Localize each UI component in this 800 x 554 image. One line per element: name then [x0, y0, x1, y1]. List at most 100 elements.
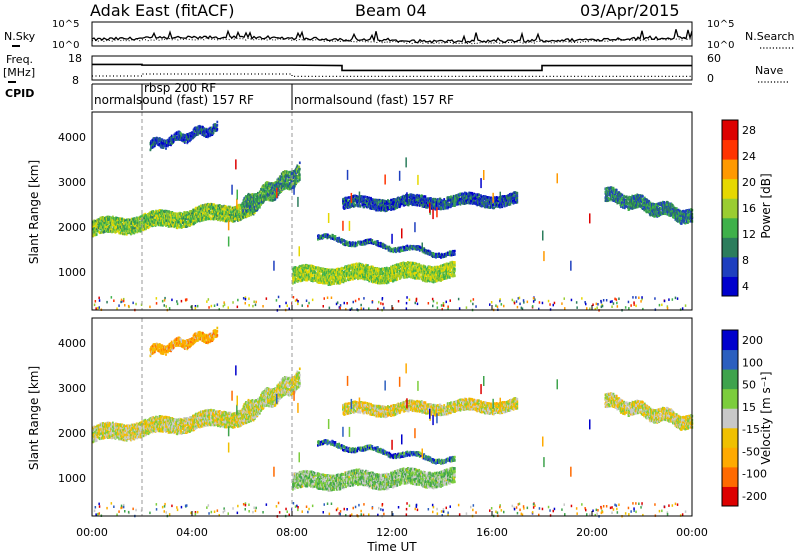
echo-cell: [119, 223, 122, 226]
echo-cell: [264, 187, 267, 190]
echo-cell: [412, 265, 414, 268]
echo-cell: [379, 274, 382, 277]
echo-cell: [447, 276, 449, 279]
echo-cell: [380, 277, 383, 281]
echo-cell: [170, 215, 172, 219]
echo-cell: [333, 276, 336, 279]
echo-cell: [207, 128, 209, 132]
echo-cell: [143, 218, 146, 222]
echo-cell: [125, 221, 127, 224]
echo-cell: [413, 261, 416, 265]
echo-cell: [149, 211, 152, 214]
echo-cell: [127, 221, 129, 224]
echo-cell: [243, 206, 246, 210]
echo-cell: [287, 179, 289, 182]
echo-cell: [245, 203, 248, 207]
echo-cell: [127, 224, 129, 228]
echo-cell: [439, 253, 442, 257]
echo-cell: [297, 280, 299, 283]
echo-cell: [432, 280, 435, 284]
echo-cell: [357, 276, 360, 280]
echo-cell: [257, 207, 259, 210]
echo-cell: [170, 142, 173, 145]
echo-cell: [415, 277, 418, 280]
echo-cell: [372, 202, 374, 205]
echo-cell: [420, 265, 423, 268]
echo-cell: [114, 226, 117, 230]
echo-cell: [385, 247, 387, 250]
echo-cell: [283, 172, 286, 175]
echo-cell: [247, 204, 250, 208]
echo-cell: [353, 263, 355, 266]
echo-cell: [396, 206, 399, 209]
echo-cell: [117, 224, 119, 227]
echo-cell: [433, 277, 436, 281]
echo-cell: [187, 137, 190, 141]
echo-cell: [175, 220, 177, 224]
echo-cell: [350, 276, 352, 280]
echo-cell: [408, 268, 411, 272]
echo-cell: [348, 275, 351, 279]
echo-cell: [153, 144, 156, 148]
echo-cell: [339, 281, 342, 285]
echo-cell: [249, 193, 252, 197]
echo-cell: [247, 192, 250, 196]
echo-cell: [140, 220, 142, 224]
echo-cell: [123, 224, 126, 228]
echo-cell: [383, 205, 386, 208]
echo-cell: [346, 243, 349, 246]
echo-cell: [238, 206, 241, 210]
echo-cell: [355, 262, 358, 266]
echo-cell: [429, 273, 432, 276]
echo-cell: [237, 212, 240, 216]
echo-cell: [420, 248, 422, 251]
echo-cell: [229, 218, 232, 222]
echo-cell: [390, 268, 393, 271]
echo-cell: [441, 253, 444, 257]
power-panel: Slant Range [km] 4000 3000 2000 1000 Pow…: [27, 111, 773, 312]
echo-cell: [367, 275, 369, 279]
echo-cell: [420, 246, 422, 250]
echo-cell: [416, 203, 419, 207]
echo-cell: [285, 174, 287, 178]
echo-cell: [172, 221, 175, 225]
echo-cell: [253, 197, 256, 200]
echo-cell: [288, 174, 291, 177]
echo-cell: [160, 215, 163, 218]
echo-cell: [377, 240, 379, 243]
echo-cell: [178, 225, 181, 229]
echo-cell: [315, 277, 318, 281]
echo-cell: [396, 270, 399, 273]
echo-cell: [253, 210, 256, 213]
echo-cell: [180, 136, 182, 139]
echo-cell: [378, 244, 381, 247]
echo-cell: [453, 263, 456, 266]
echo-cell: [447, 251, 449, 255]
echo-cell: [152, 141, 155, 144]
beam-label: Beam 04: [355, 1, 427, 20]
echo-cell: [247, 199, 250, 203]
echo-cell: [171, 220, 174, 224]
echo-cell: [353, 273, 355, 277]
echo-cell: [248, 206, 251, 210]
echo-cell: [386, 272, 389, 275]
echo-cell: [400, 198, 403, 201]
echo-cell: [352, 268, 355, 272]
echo-cell: [408, 248, 411, 251]
echo-cell: [110, 219, 113, 222]
echo-cell: [162, 146, 165, 149]
echo-cell: [358, 203, 361, 207]
echo-cell: [171, 211, 174, 214]
noise-panel: N.Sky 10^5 10^0 10^5 10^0 N.Search: [4, 19, 795, 51]
echo-cell: [186, 225, 189, 228]
echo-cell: [148, 215, 151, 218]
echo-cell: [388, 245, 391, 249]
echo-cell: [217, 207, 219, 210]
echo-cell: [187, 220, 189, 224]
echo-cell: [161, 138, 164, 141]
cpid-segment-label: normalsound (fast) 157 RF: [94, 93, 254, 107]
nave-series: [92, 73, 692, 77]
echo-cell: [355, 195, 358, 198]
echo-cell: [330, 275, 332, 279]
echo-cell: [199, 125, 202, 129]
